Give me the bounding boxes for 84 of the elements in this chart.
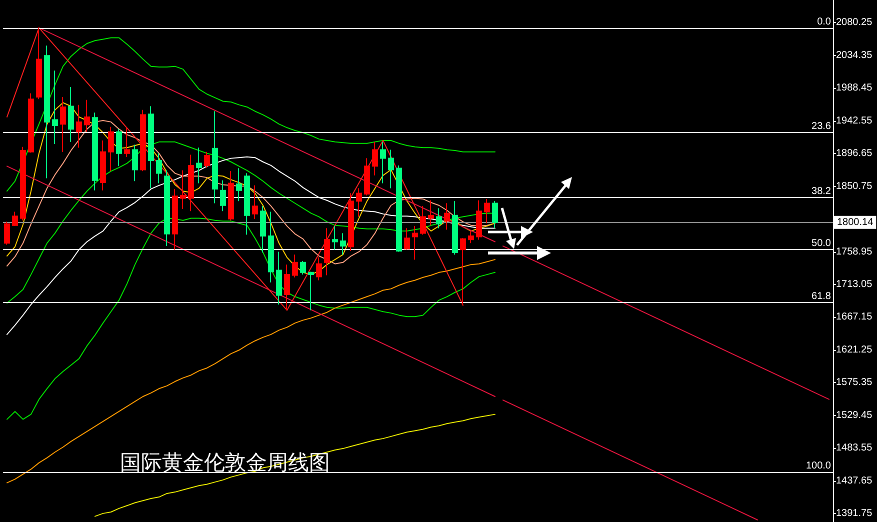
candlestick [436,208,442,229]
candlestick [380,141,386,184]
candlestick [348,192,354,252]
y-tick-label: 1621.25 [836,344,873,356]
candlestick [12,211,18,227]
candlestick [220,180,226,212]
candlestick [140,109,146,172]
candlestick [492,200,498,229]
candlestick [244,172,250,236]
y-tick-label: 1575.35 [836,377,873,388]
y-tick-label: 1391.75 [836,508,873,520]
annotation: 0.0 [817,16,832,28]
candlestick [212,110,218,204]
candlestick [188,154,194,212]
candlestick [292,254,298,278]
candlestick [316,256,322,281]
annotation: 50.0 [812,238,832,250]
candlestick [300,260,306,276]
candlestick [108,126,114,172]
candlestick [196,147,202,184]
candlestick [100,140,106,191]
candlestick [236,168,242,202]
candlestick [76,104,82,148]
y-tick-label: 1483.55 [836,442,873,454]
candlestick [460,238,466,306]
candlestick [116,128,122,167]
candlestick [52,70,58,145]
y-tick-label: 1529.45 [836,410,873,421]
y-tick-label: 1988.45 [836,82,873,94]
candlestick [252,184,258,220]
candlestick [364,158,370,196]
annotation: 100.0 [806,460,832,472]
candlestick [396,164,402,252]
candlestick [476,200,482,240]
candlestick [4,221,10,246]
candlestick [60,96,66,152]
candlestick [468,230,474,244]
candlestick [276,251,282,305]
candlestick [172,188,178,250]
candlestick [340,232,346,256]
annotation: 61.8 [812,290,832,302]
candlestick [452,200,458,256]
candlestick [404,228,410,250]
candlestick [156,152,162,184]
candlestick [148,106,154,189]
candlestick [28,92,34,154]
annotation: 23.6 [812,121,832,132]
candlestick [84,99,90,132]
candlestick [308,271,314,311]
candlestick [372,141,378,176]
y-tick-label: 1667.15 [836,312,873,323]
y-tick-label: 1942.55 [836,115,873,126]
y-tick-label: 1713.05 [836,278,873,290]
y-tick-label: 1850.75 [836,180,873,192]
candlestick [44,45,50,179]
y-tick-label: 2080.25 [836,17,873,28]
candlestick [228,170,234,221]
candlestick [332,226,338,250]
candlestick [268,211,274,283]
y-tick-label: 1437.65 [836,475,873,486]
candlestick [412,226,418,260]
ref-line-label: 1800.14 [837,216,874,228]
y-tick-label: 1896.65 [836,148,873,160]
candlestick [204,151,210,168]
candlestick [388,149,394,189]
candlestick [92,112,98,191]
candlestick [428,200,434,226]
candlestick [356,188,362,218]
candlestick [420,206,426,236]
candlestick [164,170,170,247]
candlestick [324,228,330,276]
candlestick [284,264,290,311]
candlestick [68,86,74,142]
candlestick [260,206,266,253]
y-tick-label: 2034.35 [836,50,873,61]
candlestick [20,146,26,221]
candlestick [180,170,186,210]
candlestick [132,144,138,182]
annotation: 38.2 [812,186,832,198]
candlestick [484,198,490,224]
candlestick [36,27,42,100]
candlestick [444,202,450,230]
y-tick-label: 1758.95 [836,246,873,258]
candlestick [124,127,130,158]
